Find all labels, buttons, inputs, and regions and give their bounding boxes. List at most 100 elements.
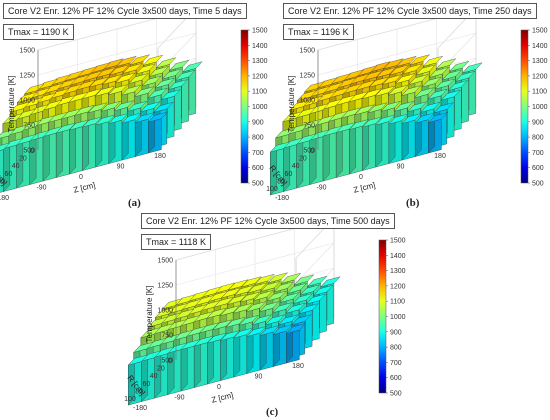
chart-c2-bar-side [207,335,214,385]
chart-c0-z-tick: 180 [154,153,166,160]
chart-c0-colorbar-tick: 900 [252,119,264,126]
chart-c0-colorbar-tick: 1300 [252,58,268,65]
chart-c2-bar-top [286,282,308,294]
chart-c2-bar-top [133,341,154,353]
chart-c2-bar-top [226,294,248,305]
chart-c2-bar-top [206,332,228,344]
chart-b-panel-label: (b) [406,197,420,209]
chart-c0-bar [2,138,24,193]
chart-c2-bar-top [306,275,328,287]
chart-c1-bar [322,125,343,182]
chart-c2-bar-top [305,293,327,305]
chart-c2-z-tick: -90 [174,395,184,402]
chart-c1-bar-top [427,112,449,123]
chart-c1-bar-top [387,84,409,96]
chart-c0-bars [0,54,203,193]
chart-c1-temp-tick: 1500 [299,48,315,55]
chart-c2-bar-side [180,342,188,392]
chart-c1-colorbar-tick: 500 [532,181,544,188]
chart-c0-colorbar-tick: 600 [252,165,264,172]
chart-c1-bar [269,141,291,196]
chart-c0-bar-top [174,69,196,81]
chart-c2-bar-top [260,280,281,292]
chart-c0-bar-top [134,112,156,123]
chart-c1-r-tick: 40 [292,163,300,170]
chart-c0-z-tick: -180 [0,195,9,202]
chart-c1-bar-top [282,111,303,123]
chart-c1-bar-top [427,88,448,100]
chart-c0-bar-top [168,59,190,71]
chart-c0-bar-top [95,114,116,126]
chart-c1-colorbar-tick: 900 [532,119,544,126]
chart-c1-bar-top [393,100,415,112]
chart-c2-bar-top [254,273,275,285]
chart-c1-bar-top [396,55,417,67]
chart-c0-bar-top [167,79,189,90]
chart-c1-colorbar-tick: 1200 [532,73,548,80]
chart-c1-temp-tick: 500 [303,148,315,155]
chart-c2-r-tick: 40 [150,373,158,380]
chart-c2-colorbar-tick: 1000 [390,314,406,321]
chart-c1-bar-top [428,66,450,78]
chart-c1-bar-top [406,101,428,113]
chart-c2-colorbar-tick: 1400 [390,253,406,260]
chart-c2-colorbar-tick: 1500 [390,238,406,245]
chart-c2-colorbar-tick: 600 [390,375,402,382]
chart-c0-colorbar-tick: 1200 [252,73,268,80]
chart-c2-bar [206,332,228,385]
chart-c1-bar-top [414,87,435,99]
chart-c-title: Core V2 Enr. 12% PF 12% Cycle 3x500 days… [141,213,395,229]
chart-c0-bar-top [121,112,142,124]
chart-c1-bar [414,112,436,158]
chart-c1-colorbar-tick: 1400 [532,43,548,50]
chart-c1-bars [269,54,483,196]
chart-c2-bar-top [298,303,319,315]
chart-c2-bar-top [140,327,161,339]
chart-c2-bar-top [233,327,254,339]
chart-c0-bar-top [129,54,151,66]
chart-c0-colorbar-tick: 500 [252,181,264,188]
chart-c0-bar-top [100,100,122,112]
chart-c0-bar-top [160,89,181,101]
chart-c1-bar-top [381,74,403,85]
chart-c1-bar-top [383,58,404,70]
chart-c1-bar [427,112,449,154]
chart-c0-bar [68,119,90,175]
chart-c1-temp-tick: 1000 [299,98,315,105]
chart-c-tmax-annotation: Tmax = 1118 K [141,234,211,250]
chart-c2-bar [272,324,294,368]
chart-c1-bar-top [434,78,456,90]
chart-c0-r-tick: 20 [19,156,27,163]
chart-c1-bar-top [454,70,476,82]
chart-c2-z-axis-label: Z [cm] [211,391,235,405]
chart-c0-bar-top [109,64,130,76]
chart-c1-bar-top [388,113,409,125]
chart-c1-colorbar: 500 600 700 800 900 1000 1100 1200 1300 1400 1500 [520,28,548,188]
chart-c0-bar-side [108,116,116,165]
chart-c2-bar-top [239,291,261,303]
chart-c1-bar-top [361,88,382,100]
chart-c0-bar-top [142,54,164,66]
chart-c0-bar-top [81,116,103,128]
chart-c2-colorbar-gradient [378,239,387,394]
chart-c2-r-tick: 20 [157,366,165,373]
chart-c2-temp-tick: 1500 [157,258,173,265]
chart-c2-bar-side [233,330,241,378]
chart-c1-bar [375,114,396,168]
chart-c2-temp-tick: 500 [161,358,173,365]
chart-c2-r-tick: 60 [142,381,150,388]
chart-c2-z-tick: 90 [255,374,263,381]
chart-c2-colorbar: 500 600 700 800 900 1000 1100 1200 1300 1400 1500 [378,238,406,398]
chart-c2-z-tick: -180 [133,405,147,412]
chart-c2-z-tick: 180 [292,363,304,370]
chart-c2-bar-top [247,282,268,294]
chart-c2-bars [127,272,341,406]
chart-c1-bar [388,113,409,165]
chart-c2-bar-top [233,284,255,296]
chart-c1-temp-tick: 750 [303,123,315,130]
chart-c-panel-label: (c) [266,406,279,418]
chart-c0-bar [95,114,116,168]
chart-c2-colorbar-tick: 700 [390,360,402,367]
chart-c0-bar-top [141,75,162,87]
chart-c2-bar [154,346,175,399]
